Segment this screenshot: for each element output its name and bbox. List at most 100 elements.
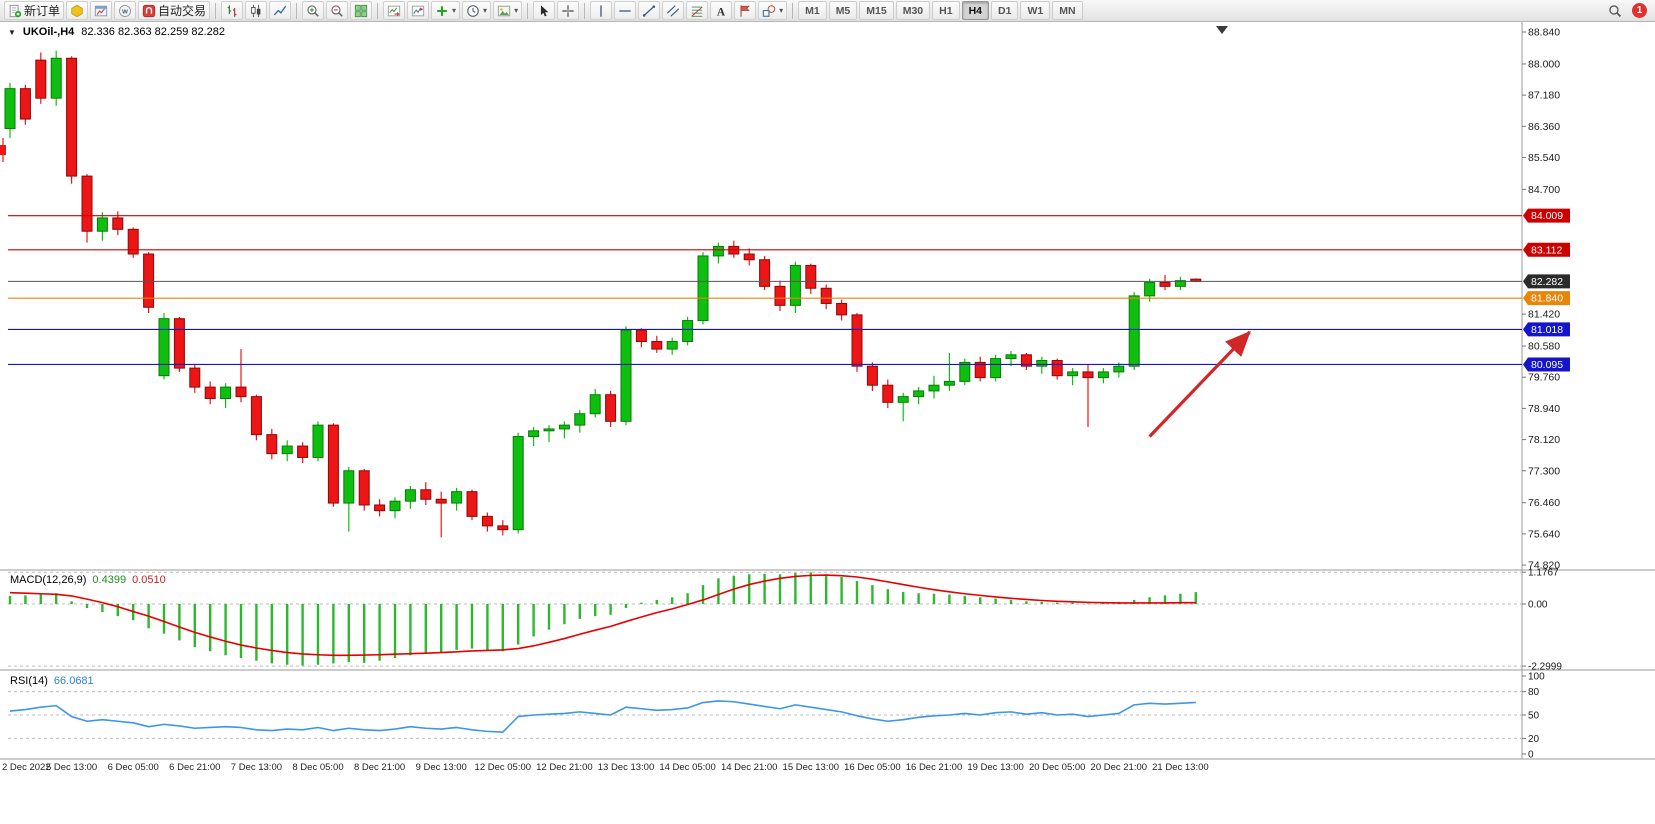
chart-shift-marker[interactable] xyxy=(1216,26,1228,34)
svg-text:2 Dec 2022: 2 Dec 2022 xyxy=(2,762,51,773)
timeframe-m1-button[interactable]: M1 xyxy=(798,1,827,20)
svg-text:88.000: 88.000 xyxy=(1528,58,1560,70)
macd-panel: 1.1767 0.00 -2.2999 xyxy=(8,568,1562,673)
svg-text:82.282: 82.282 xyxy=(1531,276,1563,288)
timeframe-m15-button[interactable]: M15 xyxy=(859,1,894,20)
metaeditor-icon xyxy=(70,4,84,18)
periods-button[interactable]: ▾ xyxy=(462,1,492,20)
search-icon xyxy=(1608,4,1622,18)
cursor-button[interactable] xyxy=(533,1,556,20)
svg-text:20 Dec 21:00: 20 Dec 21:00 xyxy=(1091,762,1148,773)
svg-text:-2.2999: -2.2999 xyxy=(1528,662,1562,673)
trendline-button[interactable] xyxy=(638,1,661,20)
text-icon: A xyxy=(714,4,728,18)
ohlc-bars-icon xyxy=(225,4,239,18)
partial-candle-fragment xyxy=(0,138,6,162)
svg-text:6 Dec 21:00: 6 Dec 21:00 xyxy=(169,762,220,773)
channel-icon xyxy=(666,4,680,18)
market-watch-button[interactable] xyxy=(90,1,113,20)
svg-text:7 Dec 13:00: 7 Dec 13:00 xyxy=(231,762,282,773)
bar-chart-type-button[interactable] xyxy=(221,1,244,20)
timeframe-m30-button[interactable]: M30 xyxy=(895,1,931,20)
trend-arrow-annotation[interactable] xyxy=(1148,330,1251,438)
svg-text:16 Dec 05:00: 16 Dec 05:00 xyxy=(844,762,901,773)
svg-text:81.420: 81.420 xyxy=(1528,309,1560,321)
tile-windows-button[interactable] xyxy=(350,1,373,20)
candlestick-type-button[interactable] xyxy=(245,1,268,20)
search-button[interactable] xyxy=(1604,1,1626,20)
toolbar-separator xyxy=(584,2,586,19)
chart-ohlc-values: 82.336 82.363 82.259 82.282 xyxy=(81,26,226,38)
rsi-panel: 100 80 50 20 0 xyxy=(8,672,1545,761)
macd-name: MACD(12,26,9) xyxy=(10,574,87,586)
vertical-line-icon xyxy=(594,4,608,18)
svg-text:78.120: 78.120 xyxy=(1528,434,1560,446)
collapse-triangle-icon[interactable]: ▼ xyxy=(8,27,16,37)
cursor-icon xyxy=(537,4,551,18)
templates-button[interactable]: ▾ xyxy=(493,1,523,20)
autotrading-button[interactable]: 自动交易 xyxy=(138,1,211,20)
svg-text:80: 80 xyxy=(1528,687,1540,698)
svg-text:83.112: 83.112 xyxy=(1531,244,1562,256)
price-axis-tag: 81.018 xyxy=(1523,322,1570,337)
svg-text:77.300: 77.300 xyxy=(1528,465,1560,477)
line-chart-icon xyxy=(273,4,287,18)
toolbar-separator xyxy=(296,2,298,19)
new-order-icon xyxy=(8,4,22,18)
horizontal-line-button[interactable] xyxy=(614,1,637,20)
timeframe-h1-button[interactable]: H1 xyxy=(932,1,960,20)
community-button[interactable]: w xyxy=(114,1,137,20)
new-order-button[interactable]: 新订单 xyxy=(4,1,65,20)
template-icon xyxy=(497,4,511,18)
autotrading-icon xyxy=(142,4,156,18)
chart-shift-button[interactable] xyxy=(407,1,430,20)
crosshair-icon xyxy=(561,4,575,18)
svg-text:1.1767: 1.1767 xyxy=(1528,568,1559,579)
timeframe-w1-button[interactable]: W1 xyxy=(1020,1,1051,20)
candlestick-icon xyxy=(249,4,263,18)
arrows-tool-button[interactable] xyxy=(734,1,757,20)
text-tool-button[interactable]: A xyxy=(710,1,733,20)
zoom-out-button[interactable] xyxy=(326,1,349,20)
market-watch-icon xyxy=(94,4,108,18)
toolbar-separator xyxy=(215,2,217,19)
chart-header: ▼ UKOil-,H4 82.336 82.363 82.259 82.282 xyxy=(8,26,225,38)
price-axis-tag: 81.840 xyxy=(1523,291,1570,306)
tile-windows-icon xyxy=(354,4,368,18)
vertical-line-button[interactable] xyxy=(590,1,613,20)
add-indicator-icon xyxy=(435,4,449,18)
chart-symbol-period: UKOil-,H4 xyxy=(22,26,75,38)
chart-canvas[interactable]: 88.840 88.000 87.180 86.360 85.540 84.700 81.4… xyxy=(0,22,1655,779)
shapes-icon xyxy=(762,4,776,18)
chart-area: 88.840 88.000 87.180 86.360 85.540 84.700 81.4… xyxy=(0,22,1655,824)
timeframe-h4-button[interactable]: H4 xyxy=(961,1,990,20)
svg-text:86.360: 86.360 xyxy=(1528,121,1560,133)
svg-text:5 Dec 13:00: 5 Dec 13:00 xyxy=(46,762,97,773)
metaeditor-button[interactable] xyxy=(66,1,89,20)
toolbar-separator xyxy=(527,2,529,19)
price-axis-tag: 83.112 xyxy=(1523,242,1570,257)
fibonacci-button[interactable] xyxy=(686,1,709,20)
crosshair-button[interactable] xyxy=(557,1,580,20)
arrow-label-icon xyxy=(738,4,752,18)
svg-text:w: w xyxy=(121,6,128,15)
shapes-tool-button[interactable]: ▾ xyxy=(758,1,788,20)
timeframe-mn-button[interactable]: MN xyxy=(1052,1,1083,20)
zoom-out-icon xyxy=(330,4,344,18)
svg-text:100: 100 xyxy=(1528,672,1545,683)
price-axis-tag: 84.009 xyxy=(1523,208,1570,223)
svg-text:15 Dec 13:00: 15 Dec 13:00 xyxy=(783,762,840,773)
notification-badge[interactable]: 1 xyxy=(1632,3,1647,18)
auto-scroll-button[interactable] xyxy=(383,1,406,20)
zoom-in-button[interactable] xyxy=(302,1,325,20)
svg-text:0.00: 0.00 xyxy=(1528,600,1548,611)
indicators-button[interactable]: ▾ xyxy=(431,1,461,20)
trendline-icon xyxy=(642,4,656,18)
equidistant-channel-button[interactable] xyxy=(662,1,685,20)
line-chart-type-button[interactable] xyxy=(269,1,292,20)
svg-text:20 Dec 05:00: 20 Dec 05:00 xyxy=(1029,762,1086,773)
timeframe-d1-button[interactable]: D1 xyxy=(991,1,1019,20)
price-axis-tag: 80.095 xyxy=(1523,357,1570,372)
timeframe-m5-button[interactable]: M5 xyxy=(828,1,858,20)
svg-text:A: A xyxy=(717,6,726,18)
